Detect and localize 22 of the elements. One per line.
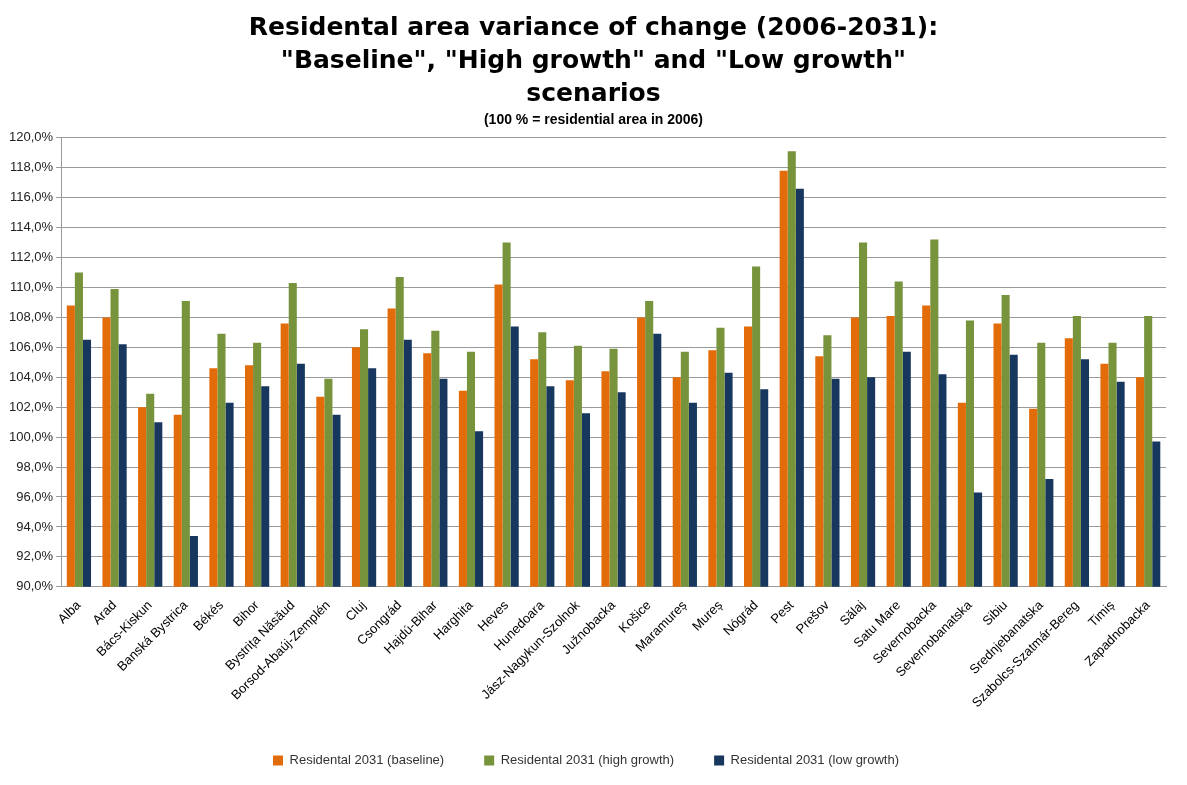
chart-subtitle: (100 % = residential area in 2006) <box>482 111 705 127</box>
y-tick-label: 98,0% <box>16 458 54 474</box>
y-tick-label: 114,0% <box>9 219 54 235</box>
y-tick-label: 116,0% <box>9 189 54 205</box>
y-tick-label: 102,0% <box>9 398 54 414</box>
y-tick-label: 90,0% <box>16 578 54 594</box>
y-tick-label: 110,0% <box>9 279 54 295</box>
y-tick-label: 100,0% <box>9 428 54 444</box>
y-tick-label: 112,0% <box>9 249 54 265</box>
y-tick-label: 108,0% <box>9 308 54 324</box>
y-tick-label: 94,0% <box>16 518 54 534</box>
y-tick-label: 96,0% <box>16 488 54 504</box>
legend-label: Residental 2031 (high growth) <box>500 752 675 768</box>
y-tick-label: 106,0% <box>9 338 54 354</box>
y-tick-label: 120,0% <box>9 129 54 145</box>
chart-title: Residental area variance of change (2006-2031): "Baseline", "High growth" and "Low growth" scenarios <box>247 11 940 109</box>
y-tick-label: 92,0% <box>16 548 54 564</box>
legend-label: Residental 2031 (baseline) <box>289 752 445 768</box>
x-tick-label: Alba <box>54 596 85 627</box>
y-tick-label: 104,0% <box>9 368 54 384</box>
y-tick-label: 118,0% <box>9 159 54 175</box>
legend-label: Residental 2031 (low growth) <box>730 752 899 768</box>
